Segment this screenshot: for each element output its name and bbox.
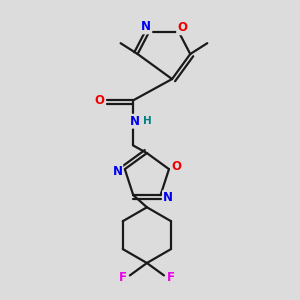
- Text: O: O: [177, 21, 187, 34]
- Text: H: H: [143, 116, 152, 126]
- Text: O: O: [171, 160, 182, 173]
- Text: N: N: [163, 191, 173, 204]
- Text: F: F: [119, 272, 127, 284]
- Text: N: N: [130, 115, 140, 128]
- Text: N: N: [112, 165, 122, 178]
- Text: N: N: [141, 20, 152, 33]
- Text: O: O: [95, 94, 105, 107]
- Text: F: F: [167, 272, 175, 284]
